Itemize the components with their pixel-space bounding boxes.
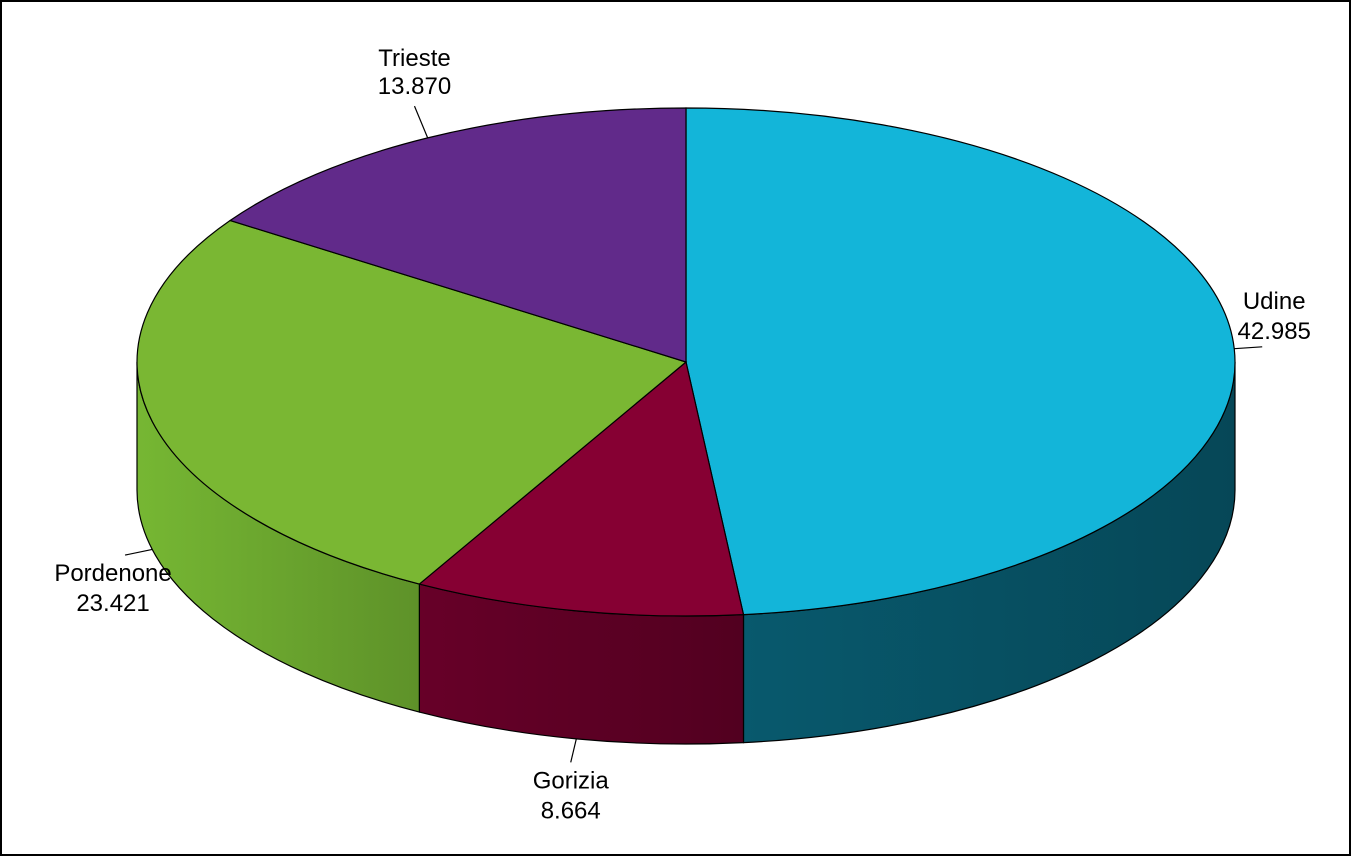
slice-value-gorizia: 8.664 xyxy=(541,797,601,824)
leader-line-trieste xyxy=(413,105,429,139)
pie-labels: Udine 42.985 Gorizia 8.664 Pordenone 23.421 Tr… xyxy=(54,45,1311,824)
slice-label-trieste: Trieste xyxy=(378,45,450,72)
leader-line-udine xyxy=(1234,346,1263,350)
pie-slice-pordenone xyxy=(136,219,688,585)
slice-label-udine: Udine xyxy=(1243,288,1306,315)
pie-tops xyxy=(136,107,1236,617)
slice-value-trieste: 13.870 xyxy=(378,73,451,100)
slice-value-pordenone: 23.421 xyxy=(76,590,149,617)
leader-line-pordenone xyxy=(124,548,153,556)
slice-label-gorizia: Gorizia xyxy=(533,767,610,794)
pie-slice-gorizia xyxy=(418,360,745,617)
slice-label-pordenone: Pordenone xyxy=(54,560,171,587)
leader-line-gorizia xyxy=(570,738,577,763)
slice-value-udine: 42.985 xyxy=(1238,318,1311,345)
